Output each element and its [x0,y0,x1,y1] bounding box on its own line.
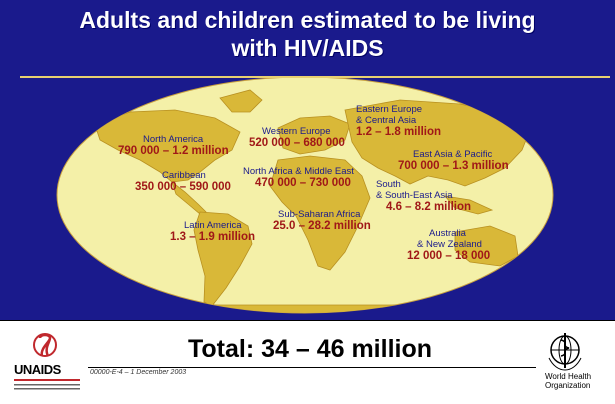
region-name: South [376,179,401,190]
unaids-logo [33,333,57,357]
who-wordmark: World Health Organization [545,372,591,390]
unaids-wordmark: UNAIDS [14,362,61,377]
region-north-africa-middle-east: North Africa & Middle East 470 000 – 730… [243,166,354,190]
region-name: North Africa & Middle East [243,166,354,177]
region-value: 520 000 – 680 000 [249,137,345,149]
region-name-2: & South-East Asia [376,190,453,201]
footer-reference: 00000-E-4 – 1 December 2003 [90,369,187,376]
region-value: 1.2 – 1.8 million [356,126,442,138]
title-line-1: Adults and children estimated to be livi… [79,7,536,33]
land-greenland [219,89,263,113]
region-value: 25.0 – 28.2 million [273,220,371,232]
land-se-asia [444,195,494,215]
region-value: 12 000 – 18 000 [407,250,491,262]
region-name: Sub-Saharan Africa [278,209,361,220]
land-north-america [94,109,241,183]
region-name: Caribbean [162,170,206,181]
region-east-asia-pacific: East Asia & Pacific 700 000 – 1.3 millio… [398,149,509,173]
land-australia [454,225,519,267]
region-western-europe: Western Europe 520 000 – 680 000 [249,126,345,150]
land-new-zealand [525,259,535,277]
region-name-2: & New Zealand [417,239,482,250]
region-eastern-europe-central-asia: Eastern Europe & Central Asia 1.2 – 1.8 … [356,104,441,139]
unaids-cosponsors-strip [14,379,80,390]
region-north-america: North America 790 000 – 1.2 million [118,134,229,158]
who-line-2: Organization [545,381,591,390]
region-name: North America [143,134,204,145]
page-title: Adults and children estimated to be livi… [0,6,615,62]
region-name-2: & Central Asia [356,115,417,126]
region-name: Eastern Europe [356,104,423,115]
region-name: Western Europe [262,126,331,137]
region-value: 350 000 – 590 000 [135,181,231,193]
region-value: 700 000 – 1.3 million [398,160,509,172]
region-caribbean: Caribbean 350 000 – 590 000 [135,170,231,194]
who-line-1: World Health [545,372,592,381]
world-map [56,76,554,314]
region-name: East Asia & Pacific [413,149,493,160]
land-antarctica [149,304,461,313]
land-europe [277,115,351,155]
region-australia-new-zealand: Australia & New Zealand 12 000 – 18 000 [407,228,490,263]
region-value: 470 000 – 730 000 [255,177,351,189]
footer-rule [88,367,536,368]
region-value: 4.6 – 8.2 million [386,201,472,213]
region-name: Australia [429,228,466,239]
region-name: Latin America [184,220,242,231]
header-panel: Adults and children estimated to be livi… [0,0,615,320]
region-south-southeast-asia: South & South-East Asia 4.6 – 8.2 millio… [376,179,471,214]
land-south-america [193,211,253,307]
region-value: 790 000 – 1.2 million [118,145,229,157]
who-emblem-icon [548,333,582,371]
region-sub-saharan-africa: Sub-Saharan Africa 25.0 – 28.2 million [273,209,371,233]
region-value: 1.3 – 1.9 million [170,231,256,243]
total-estimate: Total: 34 – 46 million [187,335,433,363]
title-line-2: with HIV/AIDS [231,35,384,61]
region-latin-america: Latin America 1.3 – 1.9 million [170,220,255,244]
land-africa [269,155,371,271]
title-divider [20,76,610,78]
footer-panel [0,320,615,404]
